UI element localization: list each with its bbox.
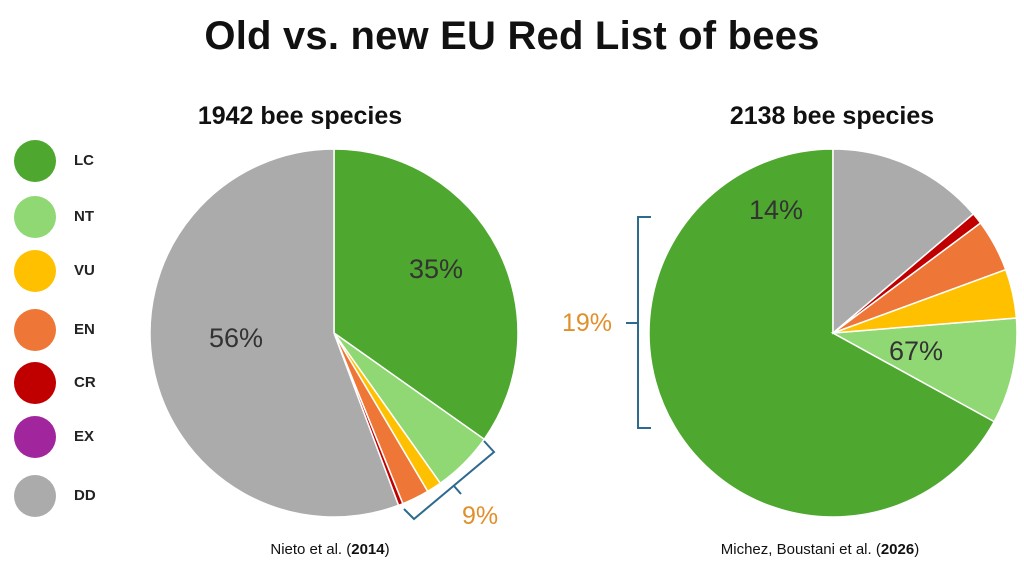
legend-item-lc: LC	[14, 140, 154, 184]
pie-1-label-lc: 35%	[409, 254, 463, 284]
legend-swatch-nt	[14, 196, 56, 238]
legend-label-nt: NT	[74, 208, 94, 225]
legend-item-cr: CR	[14, 362, 154, 406]
pie-1-group-bracket	[403, 440, 496, 521]
legend-item-vu: VU	[14, 250, 154, 294]
legend-swatch-vu	[14, 250, 56, 292]
legend-label-lc: LC	[74, 152, 94, 169]
pie-1-label-dd: 56%	[209, 323, 263, 353]
pie-1-group-label: 9%	[462, 502, 498, 530]
legend-item-en: EN	[14, 309, 154, 353]
legend-item-ex: EX	[14, 416, 154, 460]
pie-2: 67% 14%	[648, 148, 1018, 518]
pie-1-title: 1942 bee species	[197, 102, 403, 130]
legend-swatch-lc	[14, 140, 56, 182]
legend-swatch-en	[14, 309, 56, 351]
legend-item-dd: DD	[14, 475, 154, 519]
pie-2-label-lc: 67%	[889, 336, 943, 366]
legend-label-dd: DD	[74, 487, 96, 504]
pie-1: 35% 56%	[149, 148, 519, 518]
pie-2-label-dd: 14%	[749, 195, 803, 225]
pie-1-citation: Nieto et al. (2014)	[270, 541, 390, 558]
legend-item-nt: NT	[14, 196, 154, 240]
pie-2-group-label: 19%	[562, 309, 612, 337]
legend-label-en: EN	[74, 321, 95, 338]
pie-2-slice-nt	[830, 317, 1018, 423]
legend-swatch-dd	[14, 475, 56, 517]
chart-title: Old vs. new EU Red List of bees	[204, 14, 820, 58]
pie-2-citation: Michez, Boustani et al. (2026)	[720, 541, 920, 558]
pie-2-group-bracket	[626, 216, 651, 429]
pie-1-slice-lc	[333, 148, 519, 441]
legend-swatch-ex	[14, 416, 56, 458]
pie-2-slice-lc	[648, 148, 996, 518]
pie-1-slice-dd	[149, 148, 400, 518]
legend-swatch-cr	[14, 362, 56, 404]
legend-label-ex: EX	[74, 428, 95, 445]
pie-2-slice-dd	[832, 148, 975, 335]
pie-2-title: 2138 bee species	[729, 102, 935, 130]
legend-label-cr: CR	[74, 374, 96, 391]
legend-label-vu: VU	[74, 262, 95, 279]
